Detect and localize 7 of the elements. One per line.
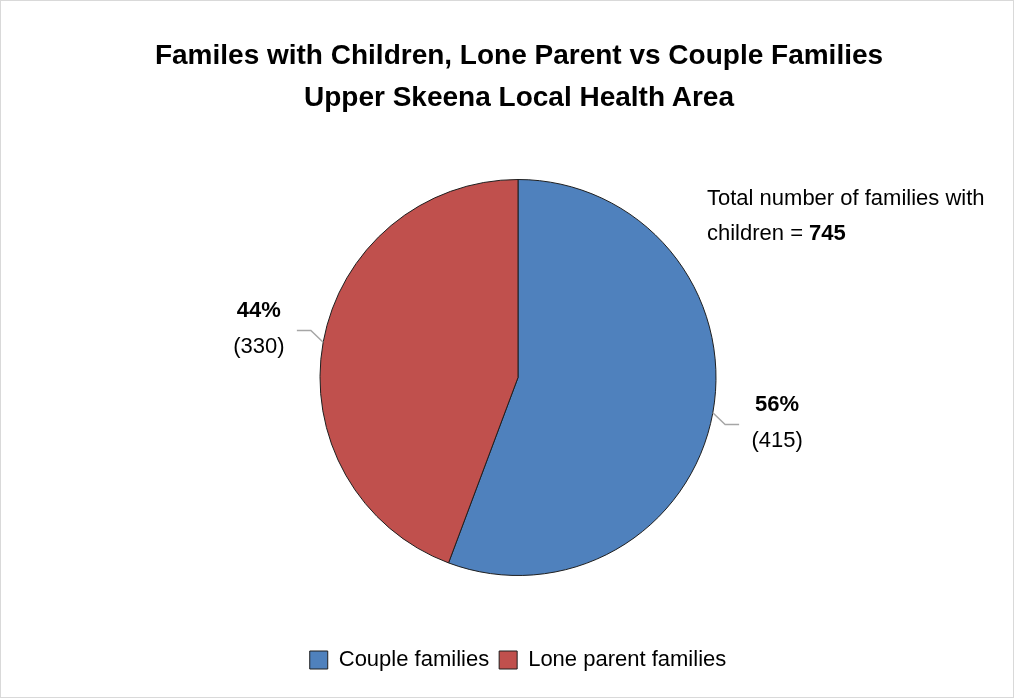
legend-label: Couple families — [338, 646, 490, 672]
text: Total number of families with children = 745 — [707, 185, 985, 246]
data-label: 56% (415) — [751, 390, 803, 452]
legend-label: Lone parent families — [528, 646, 727, 672]
chart-subtitle: Upper Skeena Local Health Area — [303, 80, 735, 112]
data-label: 44% (330) — [233, 296, 285, 358]
chart-title: Familes with Children, Lone Parent vs Couple Families — [154, 38, 884, 70]
